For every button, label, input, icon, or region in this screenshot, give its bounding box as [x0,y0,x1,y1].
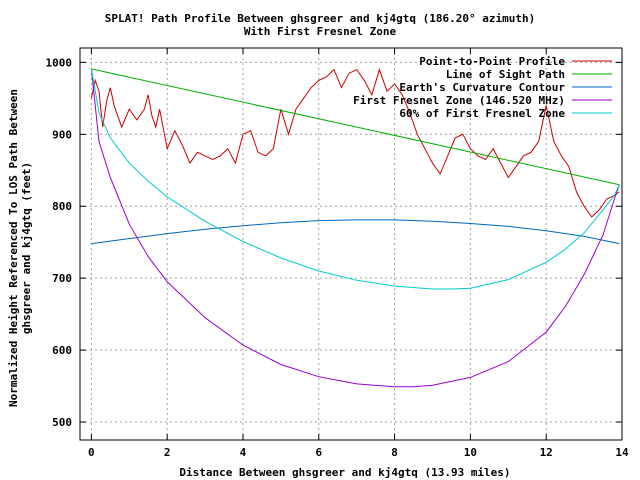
series-line-first-fresnel-zone-146-520-mhz [90,68,620,388]
y-tick-label: 900 [52,128,72,141]
y-tick-label: 700 [52,272,72,285]
y-axis-label-line-1: Normalized Height Referenced To LOS Path… [7,89,20,407]
chart-title: SPLAT! Path Profile Between ghsgreer and… [104,12,536,25]
y-tick-label: 800 [52,200,72,213]
x-tick-label: 2 [164,446,171,459]
series-line-line-of-sight-path [91,68,620,186]
series-line-60-of-first-fresnel-zone [90,68,620,290]
y-tick-label: 1000 [46,56,73,69]
series-line-point-to-point-profile [90,67,620,218]
legend-label: Line of Sight Path [446,68,565,81]
chart-subtitle: With First Fresnel Zone [243,25,397,38]
y-tick-label: 600 [52,344,72,357]
legend-label: Earth's Curvature Contour [399,81,565,94]
series-line-earth-s-curvature-contour [91,219,620,245]
x-tick-label: 4 [240,446,247,459]
x-tick-label: 12 [540,446,553,459]
legend-label: First Fresnel Zone (146.520 MHz) [353,94,565,107]
series-layer [90,67,620,388]
y-tick-label: 500 [52,416,72,429]
legend-label: Point-to-Point Profile [419,55,565,68]
x-tick-label: 14 [615,446,629,459]
x-tick-label: 6 [315,446,322,459]
plot-frame [79,47,623,441]
x-axis-label: Distance Between ghsgreer and kj4gtq (13… [179,466,510,479]
legend-label: 60% of First Fresnel Zone [399,107,565,120]
axis-ticks: 0 2 4 6 8 10 12 14 500 600 700 800 900 1000 [46,48,629,459]
x-tick-label: 0 [88,446,95,459]
x-tick-label: 10 [464,446,477,459]
y-axis-label-line-2: ghsgreer and kj4gtq (feet) [20,162,33,334]
x-tick-label: 8 [391,446,398,459]
